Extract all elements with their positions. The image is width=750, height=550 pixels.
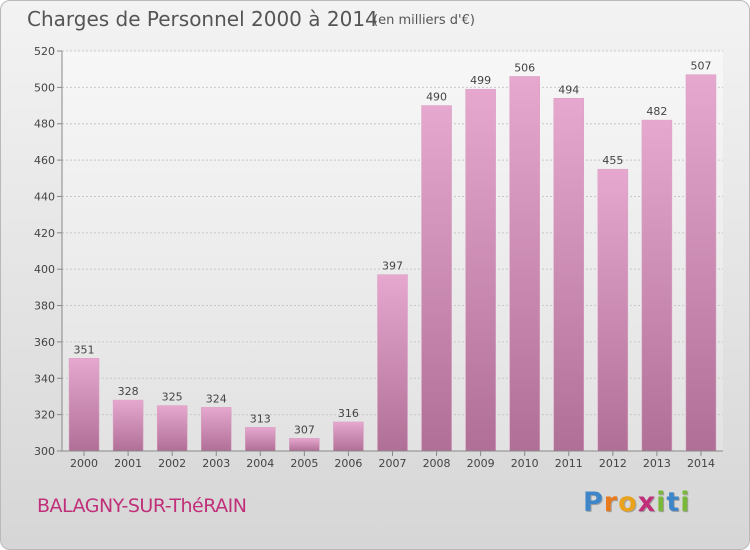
bar-2010 — [509, 76, 540, 452]
x-tick-label: 2010 — [511, 457, 539, 470]
bar-2009 — [465, 88, 496, 452]
chart-title: Charges de Personnel 2000 à 2014 — [27, 7, 378, 31]
logo-letter: o — [618, 487, 638, 518]
value-label: 507 — [690, 60, 711, 73]
y-tick-labels: 300 320 340 360 380 400 420 440 460 480 500 520 — [34, 45, 55, 458]
bar-2002 — [156, 405, 188, 452]
bar-2003 — [200, 407, 232, 452]
logo-letter: r — [603, 487, 619, 518]
value-label: 325 — [162, 391, 183, 404]
y-tick-label: 520 — [34, 45, 55, 58]
x-tick-label: 2004 — [246, 457, 274, 470]
bar-2011 — [553, 98, 585, 452]
bar-2006 — [333, 421, 364, 452]
bar-2001 — [112, 399, 144, 452]
y-tick-label: 500 — [34, 81, 55, 94]
value-labels: 351 328 325 324 313 307 316 397 490 499 506 494 455 4… — [74, 60, 712, 437]
y-tick-label: 360 — [34, 336, 55, 349]
value-label: 499 — [470, 74, 491, 87]
x-tick-label: 2012 — [599, 457, 627, 470]
x-tick-label: 2006 — [334, 457, 362, 470]
value-label: 397 — [382, 260, 403, 273]
x-tick-label: 2001 — [114, 457, 142, 470]
bar-2012 — [597, 168, 629, 452]
proxiti-logo: Proxiti — [583, 487, 691, 518]
x-tick-label: 2003 — [202, 457, 230, 470]
y-tick-label: 320 — [34, 409, 55, 422]
value-label: 506 — [514, 61, 535, 74]
bar-2007 — [377, 274, 408, 452]
bar-2008 — [421, 105, 452, 452]
x-tick-label: 2000 — [70, 457, 98, 470]
value-label: 313 — [250, 412, 271, 425]
x-tick-label: 2008 — [423, 457, 451, 470]
bar-2013 — [641, 119, 673, 452]
x-tick-label: 2005 — [290, 457, 318, 470]
grid-lines — [57, 50, 723, 452]
logo-letter: i — [656, 487, 667, 518]
x-tick-label: 2007 — [379, 457, 407, 470]
bar-2000 — [68, 358, 100, 452]
value-label: 455 — [602, 154, 623, 167]
value-label: 482 — [646, 105, 667, 118]
logo-letter: P — [583, 487, 604, 518]
value-label: 328 — [118, 385, 139, 398]
y-tick-label: 440 — [34, 190, 55, 203]
logo-letter: x — [637, 487, 657, 518]
x-tick-label: 2014 — [687, 457, 715, 470]
commune-name: BALAGNY-SUR-ThéRAIN — [37, 495, 247, 517]
value-label: 490 — [426, 91, 447, 104]
value-label: 307 — [294, 423, 315, 436]
value-label: 324 — [206, 392, 227, 405]
x-tick-label: 2009 — [467, 457, 495, 470]
y-tick-label: 480 — [34, 118, 55, 131]
value-label: 316 — [338, 407, 359, 420]
bar-2014 — [685, 74, 717, 452]
y-tick-label: 340 — [34, 372, 55, 385]
y-tick-label: 400 — [34, 263, 55, 276]
bar-2005 — [289, 438, 320, 452]
value-label: 494 — [558, 83, 579, 96]
bars — [68, 74, 717, 452]
y-tick-label: 420 — [34, 227, 55, 240]
x-tick-label: 2013 — [643, 457, 671, 470]
logo-letter: t — [666, 487, 681, 518]
logo-letter: i — [680, 487, 691, 518]
value-label: 351 — [74, 343, 95, 356]
x-tick-label: 2011 — [555, 457, 583, 470]
chart-subtitle: (en milliers d'€) — [373, 13, 475, 28]
x-tick-labels: 2000 2001 2002 2003 2004 2005 2006 2007 2008 2009… — [70, 451, 715, 470]
y-tick-label: 300 — [34, 445, 55, 458]
y-tick-label: 380 — [34, 300, 55, 313]
bar-2004 — [245, 427, 276, 452]
x-tick-label: 2002 — [158, 457, 186, 470]
y-tick-label: 460 — [34, 154, 55, 167]
